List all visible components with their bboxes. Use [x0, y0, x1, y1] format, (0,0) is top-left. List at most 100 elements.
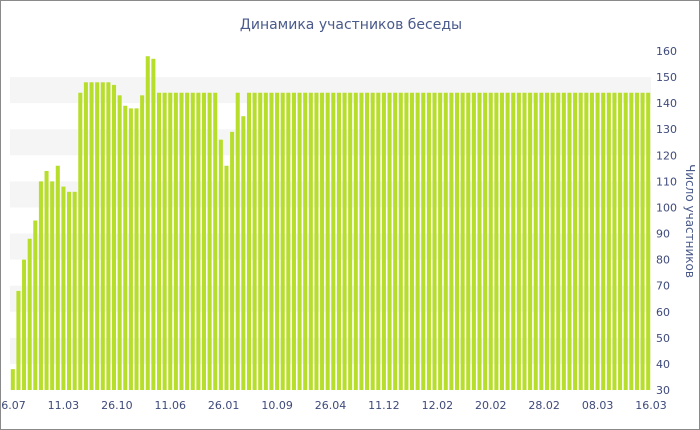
bar: [33, 220, 38, 390]
bar: [505, 92, 510, 390]
bar: [454, 92, 460, 390]
bar: [336, 92, 341, 390]
y-tick-label: 40: [656, 358, 670, 371]
bar: [44, 170, 49, 390]
bar: [151, 58, 156, 390]
bar: [10, 369, 15, 390]
bar: [179, 92, 184, 390]
bar: [483, 92, 488, 390]
x-tick-label: 12.02: [422, 399, 454, 412]
background-band: [10, 285, 651, 312]
bar: [449, 92, 454, 390]
bar: [466, 92, 471, 390]
bar: [410, 92, 415, 390]
background-bands: [10, 77, 651, 364]
x-tick-label: 20.02: [475, 399, 507, 412]
bar: [393, 92, 398, 390]
bar: [67, 191, 72, 390]
bar: [78, 92, 83, 390]
bar: [89, 82, 94, 391]
bar: [494, 92, 499, 390]
bar: [516, 92, 521, 390]
bar: [365, 92, 370, 390]
bar: [443, 92, 448, 390]
y-tick-label: 150: [656, 71, 677, 84]
bar: [376, 92, 381, 390]
bar: [241, 116, 246, 390]
bar: [213, 92, 218, 390]
bar: [325, 92, 330, 390]
y-tick-label: 120: [656, 149, 677, 162]
bar: [331, 92, 336, 390]
bar: [22, 259, 27, 390]
bar: [370, 92, 375, 390]
y-tick-label: 80: [656, 254, 670, 267]
y-tick-label: 90: [656, 228, 670, 241]
bar: [550, 92, 555, 390]
bar: [646, 92, 651, 390]
x-tick-label: 28.02: [528, 399, 560, 412]
bar: [438, 92, 443, 390]
bar: [27, 238, 32, 390]
bar: [612, 92, 617, 390]
bar: [460, 92, 465, 390]
bar: [100, 82, 105, 391]
y-tick-label: 50: [656, 332, 670, 345]
bar: [556, 92, 561, 390]
bar: [477, 92, 482, 390]
bar: [50, 181, 55, 390]
bar: [499, 92, 505, 390]
background-band: [10, 181, 651, 208]
bar: [348, 92, 353, 390]
bar: [618, 92, 623, 390]
bar: [623, 92, 628, 390]
bar: [488, 92, 493, 390]
bar: [123, 105, 128, 390]
bar: [314, 92, 319, 390]
bar: [415, 92, 420, 390]
bar: [134, 108, 139, 390]
x-tick-label: 11.03: [48, 399, 80, 412]
x-tick-label: 26.01: [208, 399, 240, 412]
background-band: [10, 129, 651, 156]
bar: [359, 92, 364, 390]
bar: [421, 92, 426, 390]
bar: [308, 92, 313, 390]
y-axis-ticks: 30 40 50 60 70 80 90 100 110 120 130 140 150 160: [656, 45, 677, 397]
bar: [291, 92, 296, 390]
bar: [201, 92, 207, 390]
y-tick-label: 30: [656, 384, 670, 397]
bar: [145, 56, 150, 390]
bar: [55, 165, 60, 390]
bar: [303, 92, 308, 390]
chart-title: Динамика участников беседы: [240, 17, 462, 33]
bar: [258, 92, 263, 390]
bar: [398, 92, 403, 390]
bar: [342, 92, 347, 390]
y-axis-label: Число участников: [683, 164, 697, 278]
bar: [561, 92, 566, 390]
bar: [280, 92, 285, 390]
bar: [168, 92, 173, 390]
bar: [573, 92, 578, 390]
bar: [511, 92, 516, 390]
bar: [252, 92, 257, 390]
bars-group: [10, 56, 651, 391]
bar: [275, 92, 280, 390]
bar: [584, 92, 589, 390]
bar: [185, 92, 190, 390]
bar: [629, 92, 634, 390]
y-tick-label: 110: [656, 175, 677, 188]
bar: [106, 82, 111, 391]
x-tick-label: 26.07: [1, 399, 26, 412]
x-tick-label: 16.03: [635, 399, 667, 412]
bar: [606, 92, 611, 390]
bar: [246, 92, 251, 390]
bar: [601, 92, 606, 390]
y-tick-label: 130: [656, 123, 677, 136]
bar: [38, 181, 43, 390]
x-tick-label: 11.12: [368, 399, 400, 412]
bar: [230, 131, 235, 391]
